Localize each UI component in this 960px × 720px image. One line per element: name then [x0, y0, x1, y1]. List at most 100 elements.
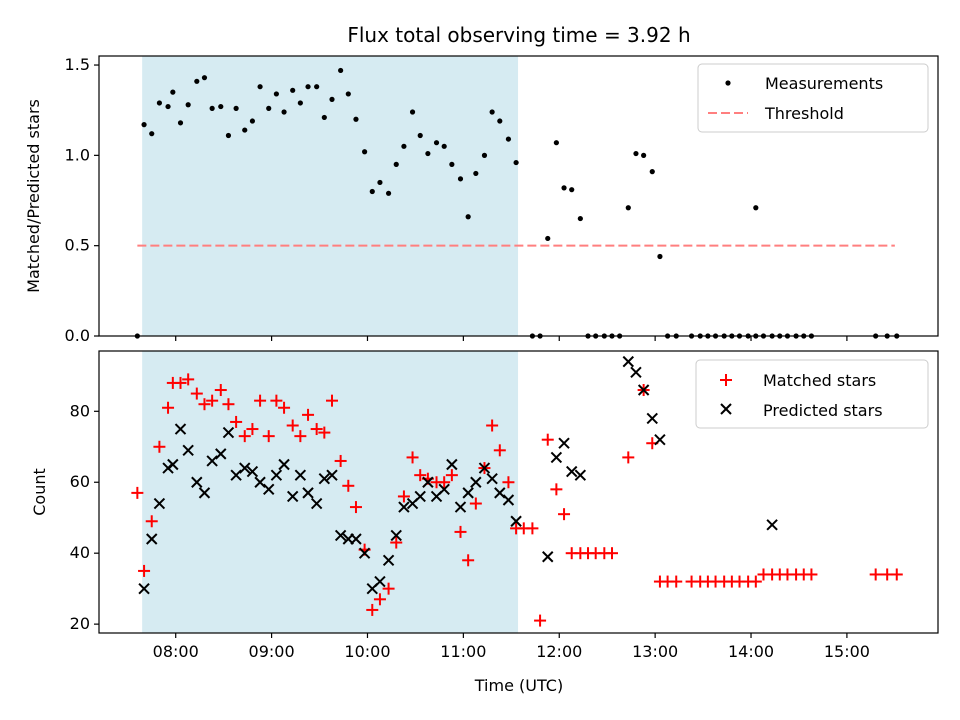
measurement-point	[177, 120, 184, 126]
predicted-star-point	[510, 515, 522, 527]
predicted-star-point	[542, 551, 554, 563]
predicted-star-point	[550, 451, 563, 464]
matched-star-point	[454, 525, 467, 538]
matched-star-point	[414, 469, 427, 482]
measurement-point	[433, 140, 440, 146]
measurement-point	[641, 152, 647, 158]
x-tick-label: 13:00	[632, 642, 678, 661]
predicted-star-point	[622, 355, 634, 368]
matched-star-point	[605, 547, 618, 560]
matched-star-point	[382, 582, 395, 595]
matched-star-point	[246, 423, 259, 436]
top-y-tick-label: 0.5	[65, 236, 90, 255]
matched-star-point	[254, 394, 267, 407]
measurement-point	[242, 127, 248, 133]
measurement-point	[273, 91, 279, 97]
predicted-star-point	[462, 487, 474, 499]
measurement-point	[401, 143, 407, 149]
measurement-point	[561, 185, 567, 191]
predicted-star-point	[153, 497, 166, 510]
chart-title: Flux total observing time = 3.92 h	[347, 23, 690, 47]
matched-star-point	[406, 451, 419, 464]
measurement-point	[165, 103, 171, 110]
predicted-star-point	[230, 469, 242, 481]
bottom-legend-box	[695, 359, 929, 429]
predicted-star-point	[239, 462, 251, 474]
legend-predicted-label: Predicted stars	[763, 401, 883, 420]
measurement-point	[297, 100, 303, 106]
legend-matched-label: Matched stars	[763, 371, 876, 390]
top-y-ticks: 0.0 0.5 1.0 1.5	[65, 55, 99, 345]
predicted-star-point	[446, 458, 458, 471]
matched-star-point	[334, 454, 347, 467]
predicted-star-point	[263, 483, 275, 496]
measurement-point	[457, 176, 464, 182]
bottom-y-tick-label: 60	[70, 472, 90, 491]
measurement-point	[194, 78, 200, 84]
predicted-star-point	[390, 529, 402, 542]
predicted-star-point	[350, 533, 362, 545]
matched-star-point	[294, 430, 307, 443]
measurement-point	[409, 109, 416, 115]
matched-star-point	[366, 603, 379, 616]
measurement-point	[441, 143, 447, 149]
matched-star-point	[534, 614, 547, 627]
matched-star-point	[469, 497, 482, 510]
matched-star-point	[869, 568, 882, 581]
measurement-point	[569, 187, 575, 193]
measurement-point	[473, 170, 479, 177]
measurement-point	[625, 205, 631, 211]
matched-star-point	[206, 394, 219, 407]
matched-star-point	[138, 564, 151, 577]
bottom-legend: Matched stars Predicted stars	[695, 359, 929, 429]
x-tick-label: 10:00	[344, 642, 390, 661]
predicted-stars-series	[138, 355, 778, 595]
matched-star-point	[270, 394, 283, 407]
matched-star-point	[349, 501, 362, 514]
measurement-point	[149, 131, 155, 137]
measurement-point	[329, 96, 335, 102]
measurement-point	[481, 152, 488, 158]
predicted-star-point	[215, 448, 227, 460]
measurement-point	[218, 103, 224, 110]
matched-star-point	[326, 394, 339, 407]
matched-star-point	[890, 568, 903, 581]
measurement-point	[393, 161, 399, 167]
predicted-star-point	[146, 533, 158, 545]
measurement-point	[753, 205, 759, 211]
measurement-point	[314, 84, 320, 90]
matched-star-point	[222, 398, 235, 411]
measurement-point	[377, 179, 383, 186]
bottom-y-ticks: 20 40 60 80	[70, 401, 99, 633]
predicted-star-point	[254, 476, 266, 488]
measurement-point	[321, 114, 327, 121]
measurement-point	[465, 214, 471, 220]
measurement-point	[633, 150, 639, 157]
matched-star-point	[131, 486, 144, 499]
bottom-axes-frame	[98, 350, 939, 634]
matched-star-point	[438, 476, 451, 489]
predicted-star-point	[246, 465, 259, 478]
top-axes-frame	[98, 55, 939, 337]
matched-star-point	[445, 469, 458, 482]
measurement-point	[257, 84, 263, 90]
measurement-point	[505, 136, 512, 142]
measurement-point	[141, 122, 147, 128]
predicted-star-point	[558, 437, 570, 449]
top-y-tick-label: 1.5	[65, 55, 90, 74]
bottom-x-ticks: 08:00 09:00 10:00 11:00 12:00 13:00 14:00 15:00	[153, 633, 870, 661]
predicted-star-point	[326, 469, 338, 481]
predicted-star-point	[167, 458, 179, 471]
measurement-point	[425, 150, 431, 157]
predicted-star-point	[630, 366, 642, 378]
measurements-series	[134, 67, 900, 339]
matched-star-point	[182, 373, 195, 386]
predicted-star-point	[470, 476, 482, 488]
matched-star-point	[558, 508, 571, 521]
x-tick-label: 12:00	[536, 642, 582, 661]
legend-predicted-marker	[720, 403, 732, 415]
matched-star-point	[486, 419, 499, 432]
matched-star-point	[622, 451, 635, 464]
matched-star-point	[302, 408, 315, 421]
